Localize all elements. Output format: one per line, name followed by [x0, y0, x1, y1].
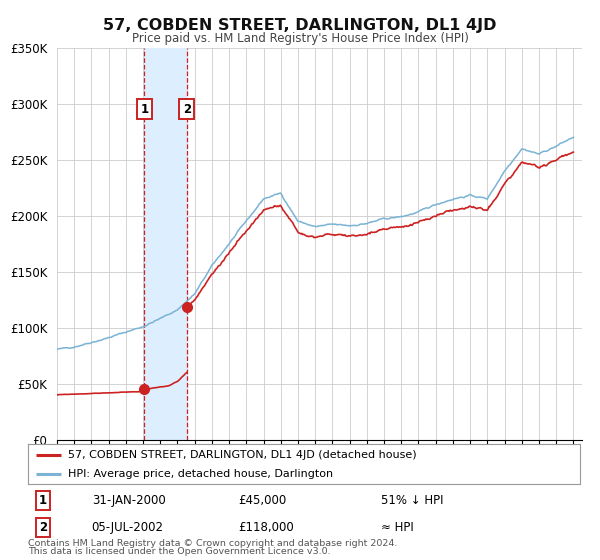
Bar — [145, 48, 187, 440]
Text: Contains HM Land Registry data © Crown copyright and database right 2024.: Contains HM Land Registry data © Crown c… — [28, 539, 398, 548]
Text: 31-JAN-2000: 31-JAN-2000 — [92, 494, 166, 507]
Text: 05-JUL-2002: 05-JUL-2002 — [92, 521, 164, 534]
Text: 1: 1 — [39, 494, 47, 507]
Text: £45,000: £45,000 — [238, 494, 286, 507]
Text: £118,000: £118,000 — [238, 521, 294, 534]
Text: 2: 2 — [39, 521, 47, 534]
Text: 57, COBDEN STREET, DARLINGTON, DL1 4JD: 57, COBDEN STREET, DARLINGTON, DL1 4JD — [103, 18, 497, 32]
Text: Price paid vs. HM Land Registry's House Price Index (HPI): Price paid vs. HM Land Registry's House … — [131, 31, 469, 45]
Text: 57, COBDEN STREET, DARLINGTON, DL1 4JD (detached house): 57, COBDEN STREET, DARLINGTON, DL1 4JD (… — [68, 450, 416, 460]
Text: ≈ HPI: ≈ HPI — [382, 521, 414, 534]
Text: 51% ↓ HPI: 51% ↓ HPI — [382, 494, 444, 507]
Text: HPI: Average price, detached house, Darlington: HPI: Average price, detached house, Darl… — [68, 469, 333, 479]
Text: 1: 1 — [140, 102, 149, 116]
Text: 2: 2 — [183, 102, 191, 116]
Text: This data is licensed under the Open Government Licence v3.0.: This data is licensed under the Open Gov… — [28, 547, 331, 556]
